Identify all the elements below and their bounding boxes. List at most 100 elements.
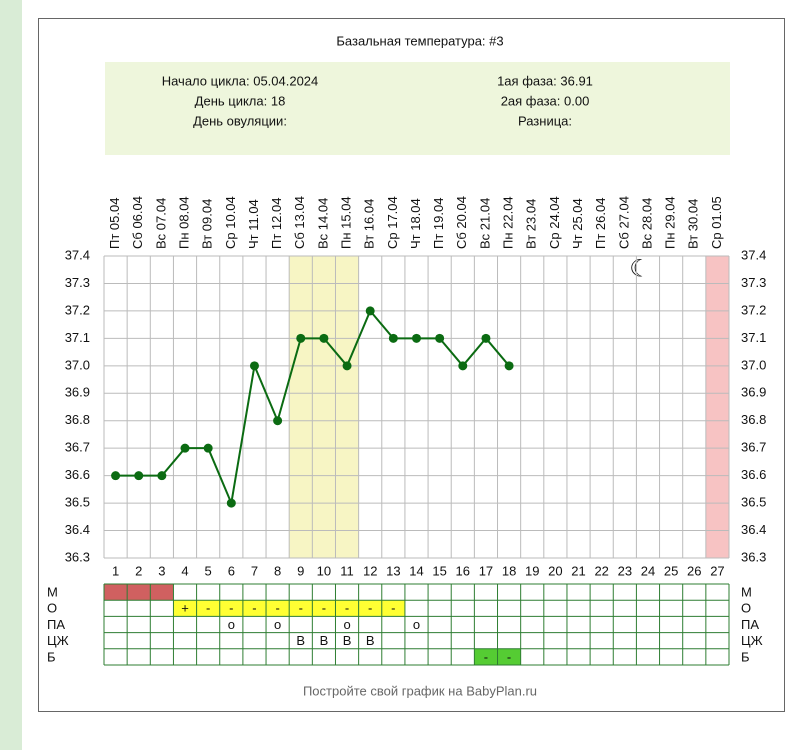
table-cell-text: В — [366, 633, 375, 648]
moon-icon: ☾ — [629, 255, 651, 282]
temperature-point — [504, 361, 514, 371]
date-label: Вт 23.04 — [524, 199, 539, 249]
table-fill — [196, 600, 220, 617]
table-cell-text: - — [507, 649, 511, 664]
date-label: Сб 13.04 — [292, 196, 307, 249]
date-label: Вт 30.04 — [686, 199, 701, 249]
table-cell-text: о — [274, 617, 281, 632]
table-fill — [312, 600, 336, 617]
date-label: Пн 08.04 — [176, 196, 191, 249]
row-label-right: ПА — [741, 617, 759, 632]
date-label: Пт 26.04 — [593, 198, 608, 249]
date-label: Вс 21.04 — [477, 198, 492, 249]
temperature-point — [388, 333, 398, 343]
x-tick-label: 27 — [710, 563, 724, 578]
footer: Постройте свой график на BabyPlan.ru — [303, 683, 537, 698]
date-label: Ср 17.04 — [385, 196, 400, 249]
x-tick-label: 26 — [687, 563, 701, 578]
date-label: Пн 22.04 — [501, 196, 516, 249]
temperature-point — [296, 333, 306, 343]
x-tick-label: 23 — [618, 563, 632, 578]
date-label: Пт 05.04 — [107, 198, 122, 249]
table-cell-text: - — [484, 649, 488, 664]
y-tick-label-right: 37.0 — [741, 357, 766, 372]
temperature-point — [226, 498, 236, 508]
table-cell-text: о — [413, 617, 420, 632]
temperature-point — [458, 361, 468, 371]
x-tick-label: 6 — [228, 563, 235, 578]
x-tick-label: 11 — [340, 563, 354, 578]
temperature-point — [249, 361, 259, 371]
highlight-column — [289, 256, 313, 558]
table-cell-text: В — [296, 633, 305, 648]
date-label: Вс 28.04 — [639, 198, 654, 249]
table-cell-text: - — [368, 601, 372, 616]
y-tick-label: 36.9 — [65, 385, 90, 400]
table-cell-text: В — [343, 633, 352, 648]
table-fill — [242, 600, 267, 617]
side-strip — [0, 0, 22, 750]
y-tick-label-right: 36.8 — [741, 412, 766, 427]
y-tick-label: 37.0 — [65, 357, 90, 372]
y-tick-label: 36.8 — [65, 412, 90, 427]
table-cell-text: - — [345, 601, 349, 616]
y-tick-label: 36.6 — [65, 467, 90, 482]
x-tick-label: 1 — [112, 563, 119, 578]
x-tick-label: 18 — [502, 563, 516, 578]
date-label: Вт 16.04 — [362, 199, 377, 249]
temperature-point — [111, 471, 121, 481]
table-cell-text: - — [299, 601, 303, 616]
x-tick-label: 16 — [456, 563, 470, 578]
y-tick-label-right: 36.6 — [741, 467, 766, 482]
x-tick-label: 13 — [386, 563, 400, 578]
x-tick-label: 8 — [274, 563, 281, 578]
temperature-point — [365, 306, 375, 316]
date-label: Вс 07.04 — [153, 198, 168, 249]
table-fill — [173, 600, 197, 617]
x-tick-label: 4 — [181, 563, 188, 578]
x-tick-label: 2 — [135, 563, 142, 578]
table-fill — [497, 648, 521, 665]
y-tick-label-right: 37.1 — [741, 330, 766, 345]
row-label-right: Б — [741, 649, 750, 664]
temperature-point — [342, 361, 352, 371]
table-fill — [266, 600, 290, 617]
info-text: Начало цикла: 05.04.2024 — [162, 73, 319, 88]
y-tick-label: 37.4 — [65, 247, 90, 262]
info-box — [105, 62, 730, 155]
y-tick-label-right: 36.7 — [741, 440, 766, 455]
x-tick-label: 10 — [317, 563, 331, 578]
date-label: Ср 10.04 — [223, 196, 238, 249]
x-tick-label: 7 — [251, 563, 258, 578]
table-fill — [289, 600, 313, 617]
x-tick-label: 14 — [409, 563, 423, 578]
table-cell-text: - — [275, 601, 279, 616]
info-text: Разница: — [518, 113, 572, 128]
date-label: Пн 15.04 — [338, 196, 353, 249]
table-fill — [104, 584, 128, 601]
table-fill — [150, 584, 174, 601]
y-tick-label-right: 36.9 — [741, 385, 766, 400]
x-tick-label: 20 — [548, 563, 562, 578]
y-tick-label: 36.7 — [65, 440, 90, 455]
date-label: Сб 27.04 — [616, 196, 631, 249]
y-tick-label-right: 36.4 — [741, 522, 766, 537]
y-tick-label-right: 36.5 — [741, 495, 766, 510]
y-tick-label-right: 37.2 — [741, 302, 766, 317]
date-label: Пт 12.04 — [269, 198, 284, 249]
temperature-point — [203, 443, 213, 453]
row-label: Б — [47, 649, 56, 664]
date-label: Чт 11.04 — [246, 199, 261, 249]
table-cell-text: - — [229, 601, 233, 616]
y-tick-label-right: 37.3 — [741, 275, 766, 290]
y-tick-label-right: 37.4 — [741, 247, 766, 262]
date-label: Сб 06.04 — [130, 196, 145, 249]
table-cell-text: о — [343, 617, 350, 632]
date-label: Пт 19.04 — [431, 198, 446, 249]
temperature-point — [180, 443, 190, 453]
row-label: ЦЖ — [47, 633, 69, 648]
x-tick-label: 12 — [363, 563, 377, 578]
temperature-point — [412, 333, 421, 343]
date-label: Вс 14.04 — [315, 198, 330, 249]
temperature-point — [481, 333, 491, 343]
